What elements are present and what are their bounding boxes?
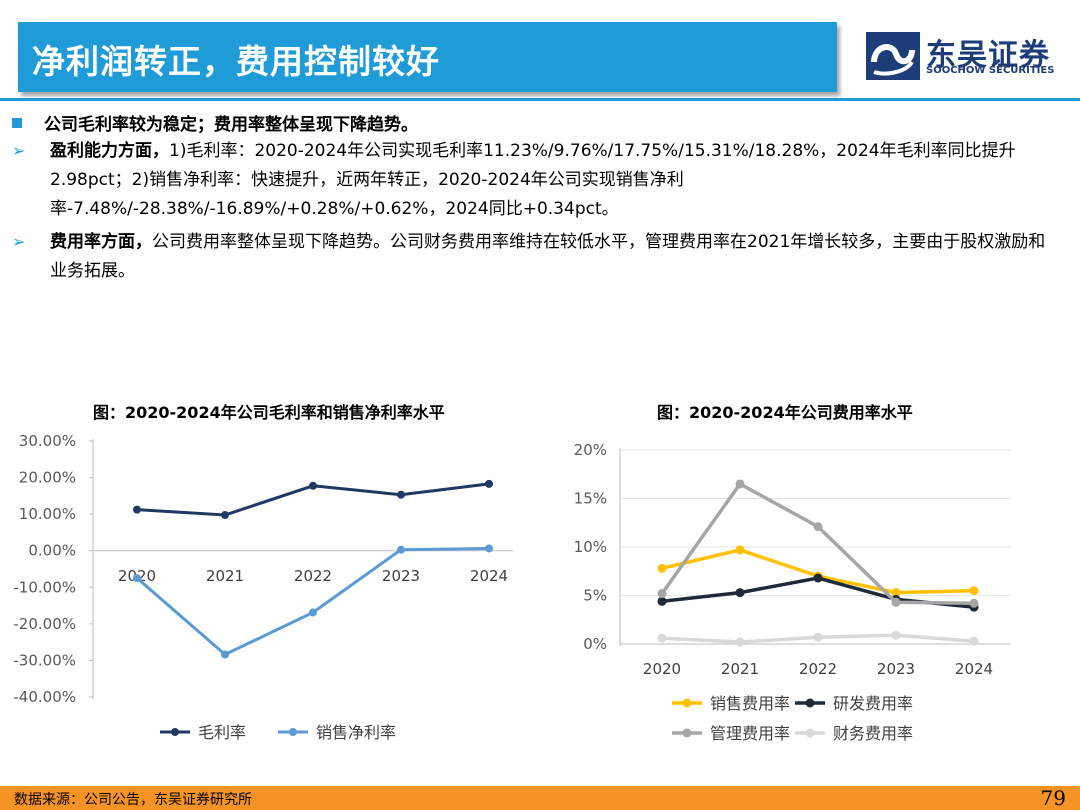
logo-mark-icon bbox=[866, 32, 920, 80]
x-tick-label: 2022 bbox=[799, 660, 837, 678]
data-point bbox=[657, 589, 667, 599]
data-point bbox=[813, 632, 823, 642]
data-point bbox=[309, 608, 317, 617]
data-point bbox=[735, 545, 745, 555]
arrow-bullet-icon: ➢ bbox=[12, 232, 26, 251]
y-tick-label: -30.00% bbox=[13, 651, 76, 669]
legend-marker bbox=[289, 728, 297, 736]
data-point bbox=[969, 636, 979, 646]
legend-marker bbox=[805, 698, 815, 708]
data-point bbox=[657, 633, 667, 643]
legend-label: 研发费用率 bbox=[833, 694, 913, 713]
data-point bbox=[735, 479, 745, 489]
data-point bbox=[969, 586, 979, 596]
data-point bbox=[221, 511, 229, 520]
data-point bbox=[397, 490, 405, 499]
data-point bbox=[133, 505, 141, 514]
x-tick-label: 2022 bbox=[294, 567, 332, 585]
y-tick-label: 0% bbox=[583, 635, 607, 653]
data-point bbox=[397, 545, 405, 554]
legend-marker bbox=[171, 728, 179, 736]
series-line bbox=[661, 548, 975, 595]
chart1-margin-chart: 30.00% 20.00% 10.00% 0.00% -10.00% -20.00% -30… bbox=[13, 432, 513, 742]
point-text: 1)毛利率：2020-2024年公司实现毛利率11.23%/9.76%/17.7… bbox=[50, 141, 1016, 219]
data-point bbox=[485, 544, 493, 553]
legend-marker bbox=[805, 728, 815, 738]
y-tick-label: -20.00% bbox=[13, 615, 76, 633]
chart1-title: 图：2020-2024年公司毛利率和销售净利率水平 bbox=[93, 403, 445, 422]
y-tick-label: 10.00% bbox=[19, 505, 76, 523]
y-tick-label: 30.00% bbox=[19, 432, 76, 450]
x-tick-label: 2020 bbox=[643, 660, 681, 678]
data-point bbox=[657, 563, 667, 573]
logo-name-cn: 东吴证券 bbox=[926, 38, 1050, 73]
data-point bbox=[891, 630, 901, 640]
square-bullet-icon bbox=[12, 118, 22, 128]
x-tick-label: 2024 bbox=[470, 567, 508, 585]
data-source: 数据来源：公司公告，东吴证券研究所 bbox=[14, 792, 252, 808]
data-point bbox=[221, 650, 229, 659]
y-tick-label: 20% bbox=[574, 441, 607, 459]
legend-label: 财务费用率 bbox=[833, 724, 913, 743]
x-tick-label: 2021 bbox=[206, 567, 244, 585]
data-point bbox=[735, 588, 745, 598]
x-tick-label: 2023 bbox=[382, 567, 420, 585]
data-point bbox=[891, 588, 901, 598]
legend-label: 管理费用率 bbox=[710, 724, 790, 743]
data-point bbox=[891, 597, 901, 607]
y-tick-label: 5% bbox=[583, 587, 607, 605]
series-line bbox=[136, 546, 490, 657]
chart2-expense-chart: 20% 15% 10% 5% 0% 2020 2021 2022 2023 2024 销售费用率 研发… bbox=[574, 441, 1011, 743]
y-tick-label: 10% bbox=[574, 538, 607, 556]
data-point bbox=[813, 522, 823, 532]
y-tick-label: -40.00% bbox=[13, 688, 76, 706]
summary-line: 公司毛利率较为稳定；费用率整体呈现下降趋势。 bbox=[12, 113, 418, 137]
legend-marker bbox=[682, 698, 692, 708]
point-profitability: 盈利能力方面，1)毛利率：2020-2024年公司实现毛利率11.23%/9.7… bbox=[50, 137, 1060, 224]
data-point bbox=[133, 574, 141, 583]
legend-label: 毛利率 bbox=[198, 723, 246, 742]
title-bar: 净利润转正，费用控制较好 bbox=[18, 22, 837, 92]
arrow-bullet-icon: ➢ bbox=[12, 141, 26, 160]
data-point bbox=[969, 598, 979, 608]
point-expense: 费用率方面，公司费用率整体呈现下降趋势。公司财务费用率维持在较低水平，管理费用率… bbox=[50, 228, 1060, 286]
point-lead: 费用率方面， bbox=[50, 232, 152, 252]
page-number: 79 bbox=[1040, 786, 1066, 810]
legend-marker bbox=[682, 728, 692, 738]
x-tick-label: 2023 bbox=[877, 660, 915, 678]
data-point bbox=[485, 479, 493, 488]
chart2-title: 图：2020-2024年公司费用率水平 bbox=[657, 403, 913, 422]
header-divider bbox=[0, 98, 1080, 101]
data-point bbox=[813, 573, 823, 583]
y-tick-label: 0.00% bbox=[28, 542, 76, 560]
legend-label: 销售费用率 bbox=[710, 694, 790, 713]
data-point bbox=[735, 637, 745, 647]
legend-label: 销售净利率 bbox=[316, 723, 396, 742]
y-tick-label: -10.00% bbox=[13, 578, 76, 596]
y-tick-label: 15% bbox=[574, 490, 607, 508]
logo-name-en: SOOCHOW SECURITIES bbox=[926, 65, 1055, 76]
point-lead: 盈利能力方面， bbox=[50, 141, 169, 161]
company-logo: 东吴证券 SOOCHOW SECURITIES bbox=[866, 30, 1066, 82]
footer-bar: 数据来源：公司公告，东吴证券研究所 79 bbox=[0, 786, 1080, 810]
page-title: 净利润转正，费用控制较好 bbox=[32, 42, 440, 81]
data-point bbox=[309, 481, 317, 490]
summary-text: 公司毛利率较为稳定；费用率整体呈现下降趋势。 bbox=[44, 115, 418, 135]
x-tick-label: 2024 bbox=[955, 660, 993, 678]
series-line bbox=[660, 481, 975, 606]
point-text: 公司费用率整体呈现下降趋势。公司财务费用率维持在较低水平，管理费用率在2021年… bbox=[50, 232, 1046, 281]
x-tick-label: 2021 bbox=[721, 660, 759, 678]
y-tick-label: 20.00% bbox=[19, 469, 76, 487]
data-point bbox=[657, 596, 667, 606]
